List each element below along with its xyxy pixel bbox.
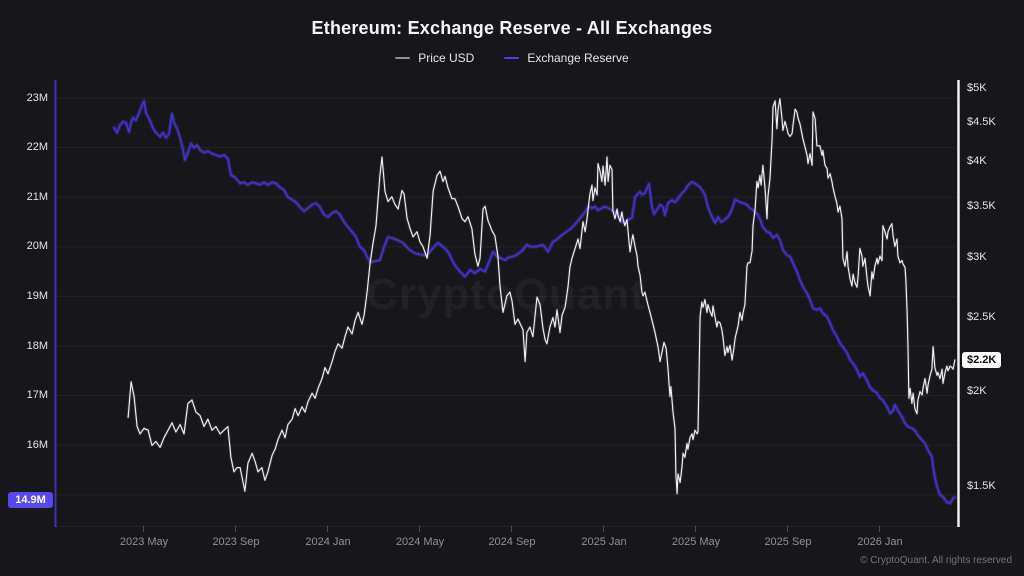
y-axis-tick-right: $4K [967,155,987,167]
x-axis-tick: 2023 May [119,536,169,548]
y-axis-tick-left: 21M [26,191,48,203]
x-axis-tick: 2026 Jan [857,536,903,548]
x-axis-tick: 2025 Sep [764,536,812,548]
legend-label-exchange-reserve: Exchange Reserve [527,51,629,65]
legend-label-price-usd: Price USD [418,51,475,65]
y-axis-tick-right: $2K [967,385,987,397]
price-usd-line-swatch-icon [395,57,411,59]
legend-item-price-usd[interactable]: Price USD [395,51,474,65]
y-axis-tick-right: $2.5K [967,311,996,323]
price-current-value-badge: $2.2K [962,352,1002,368]
y-axis-tick-right: $5K [967,82,987,94]
y-axis-tick-left: 18M [26,340,48,352]
x-axis-tick: 2024 Jan [305,536,351,548]
page-title: Ethereum: Exchange Reserve - All Exchang… [311,18,713,38]
y-axis-tick-left: 23M [26,92,48,104]
y-axis-tick-left: 16M [26,439,48,451]
y-axis-tick-left: 22M [26,141,48,153]
y-axis-tick-left: 17M [26,389,48,401]
x-axis-tick: 2023 Sep [212,536,260,548]
exchange-reserve-line-swatch-icon [504,57,520,59]
x-axis-tick: 2024 May [395,536,445,548]
y-axis-tick-right: $3.5K [967,200,996,212]
copyright-footer: © CryptoQuant. All rights reserved [860,555,1012,566]
y-axis-tick-right: $4.5K [967,116,996,128]
x-axis-tick: 2025 Jan [581,536,627,548]
reserve-current-value-badge: 14.9M [8,492,53,508]
y-axis-tick-right: $3K [967,251,987,263]
x-axis-tick: 2025 May [671,536,721,548]
legend-item-exchange-reserve[interactable]: Exchange Reserve [504,51,629,65]
y-axis-tick-left: 19M [26,290,48,302]
chart-legend: Price USD Exchange Reserve [0,51,1024,65]
x-axis-tick: 2024 Sep [488,536,536,548]
y-axis-tick-right: $1.5K [967,480,996,492]
y-axis-tick-left: 20M [26,240,48,252]
